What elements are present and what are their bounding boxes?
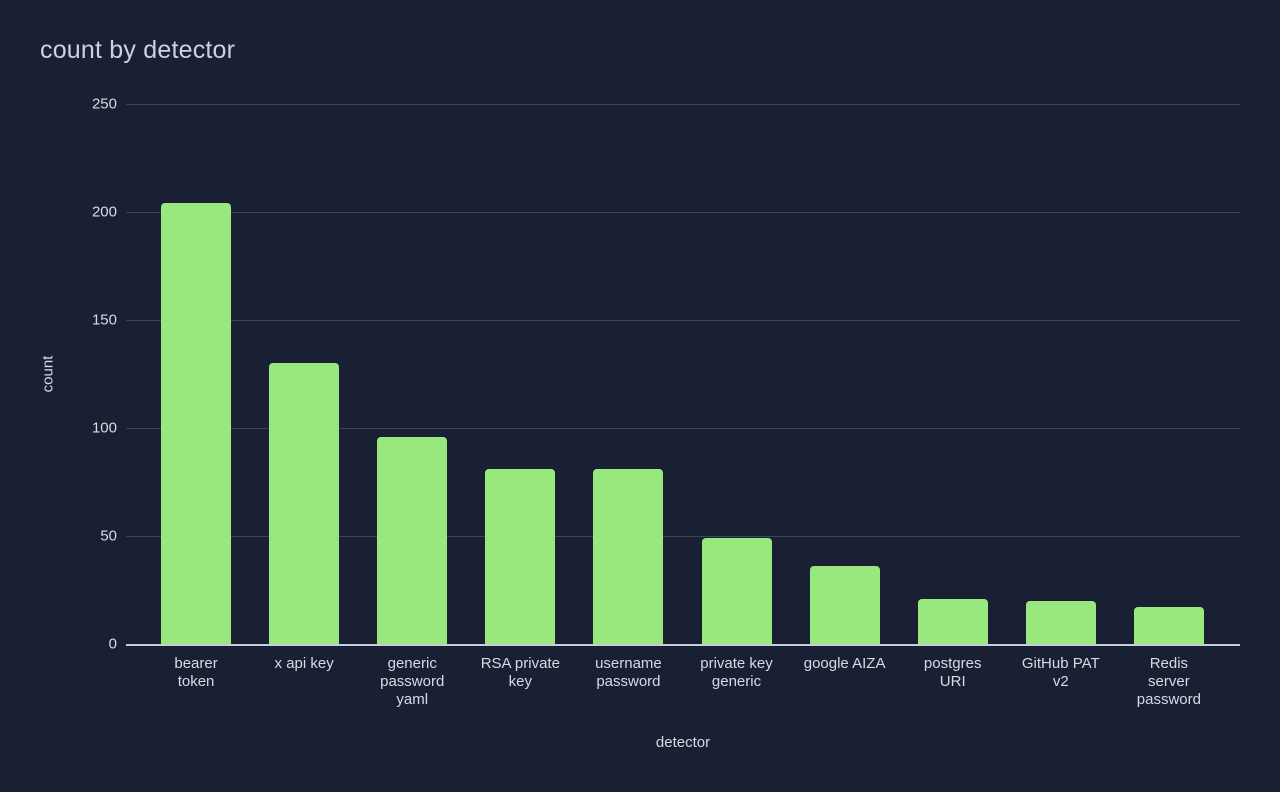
x-axis-title: detector [655, 734, 711, 751]
bar-slot [791, 104, 899, 644]
x-tick-label: x api key [274, 655, 334, 672]
bar-redis-server-password [1133, 607, 1204, 644]
x-tick-label: generic password yaml [380, 655, 445, 708]
bar-slot [466, 104, 574, 644]
gridline-250 [126, 104, 1240, 105]
bar-slot [574, 104, 682, 644]
x-tick-label: bearer token [174, 655, 218, 690]
x-tick-label: username password [595, 655, 662, 690]
x-axis-line [126, 644, 1240, 646]
gridline-200 [126, 212, 1240, 213]
bar-slot [142, 104, 250, 644]
bar-username-password [593, 469, 664, 644]
bar-slot [899, 104, 1007, 644]
bar-slot [1115, 104, 1223, 644]
y-tick-label-0: 0 [108, 635, 117, 653]
bar-rsa-private-key [485, 469, 556, 644]
bar-slot [1007, 104, 1115, 644]
bar-slot [682, 104, 790, 644]
y-axis-title: count [39, 355, 57, 393]
x-tick-label: private key generic [700, 655, 773, 690]
y-tick-label-200: 200 [91, 203, 117, 221]
bar-slot [358, 104, 466, 644]
bar-slot [250, 104, 358, 644]
x-tick-labels: bearer token x api key generic password yaml R… [142, 655, 1223, 709]
bar-bearer-token [161, 203, 232, 644]
gridline-150 [126, 320, 1240, 321]
x-tick-label: postgres URI [923, 655, 982, 690]
x-tick-label: GitHub PAT v2 [1021, 655, 1100, 690]
x-tick-label: google AIZA [803, 655, 886, 672]
bar-google-aiza [809, 566, 880, 644]
bar-generic-password-yaml [377, 436, 448, 644]
gridline-100 [126, 428, 1240, 429]
bar-postgres-uri [917, 598, 988, 644]
y-tick-label-150: 150 [91, 311, 117, 329]
bar-x-api-key [269, 363, 340, 644]
gridline-50 [126, 536, 1240, 537]
x-tick-label: RSA private key [480, 655, 560, 690]
y-tick-label-100: 100 [91, 419, 117, 437]
y-tick-label-250: 250 [91, 95, 117, 113]
bar-github-pat-v2 [1025, 600, 1096, 644]
x-tick-label: Redis server password [1136, 655, 1201, 708]
y-tick-label-50: 50 [100, 527, 117, 545]
bars-layer [142, 104, 1223, 644]
plot-area: 0 50 100 150 200 250 bearer token x api key gene… [92, 96, 1240, 708]
chart-title: count by detector [40, 36, 236, 64]
bar-private-key-generic [701, 538, 772, 644]
